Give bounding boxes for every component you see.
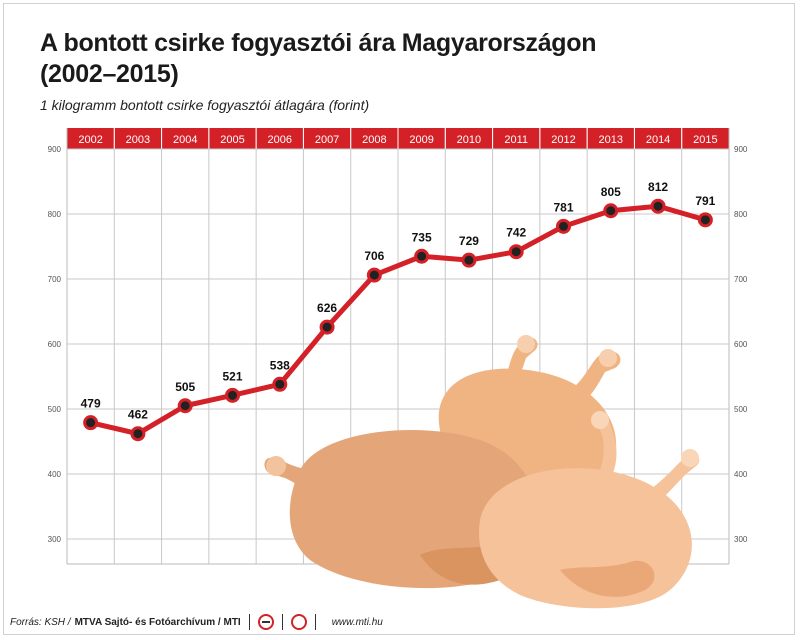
y-tick-label-right: 600 xyxy=(734,340,748,349)
chicken-bone-front xyxy=(591,411,609,429)
year-label: 2003 xyxy=(126,134,150,146)
chart-title: A bontott csirke fogyasztói ára Magyaror… xyxy=(40,29,597,88)
chicken-wing-front xyxy=(560,560,655,597)
data-label: 791 xyxy=(695,194,715,208)
data-point xyxy=(319,319,335,335)
frame-border xyxy=(3,3,795,635)
data-point xyxy=(177,398,193,414)
data-point xyxy=(508,244,524,260)
year-label: 2007 xyxy=(315,134,339,146)
year-label: 2009 xyxy=(409,134,433,146)
year-label: 2012 xyxy=(551,134,575,146)
chicken-bone-back-2 xyxy=(517,335,535,353)
y-tick-label-right: 400 xyxy=(734,470,748,479)
data-label: 805 xyxy=(601,185,621,199)
y-tick-label-left: 500 xyxy=(48,405,62,414)
data-label: 479 xyxy=(81,397,101,411)
year-label: 2015 xyxy=(693,134,717,146)
data-point xyxy=(461,252,477,268)
data-point xyxy=(697,212,713,228)
y-tick-label-left: 900 xyxy=(48,145,62,154)
y-tick-label-left: 800 xyxy=(48,210,62,219)
data-label: 812 xyxy=(648,180,668,194)
data-point xyxy=(556,218,571,234)
series-line xyxy=(90,203,707,437)
y-tick-label-left: 300 xyxy=(48,535,62,544)
year-label: 2010 xyxy=(457,134,481,146)
data-label: 538 xyxy=(270,358,290,372)
y-tick-label-left: 600 xyxy=(48,340,62,349)
year-label: 2008 xyxy=(362,134,386,146)
footer-separator xyxy=(281,614,283,630)
data-point xyxy=(366,267,382,283)
data-label: 706 xyxy=(364,249,384,263)
year-label: 2014 xyxy=(646,134,670,146)
y-tick-label-right: 500 xyxy=(734,405,748,414)
chart-subtitle: 1 kilogramm bontott csirke fogyasztói át… xyxy=(40,97,370,113)
data-label: 742 xyxy=(506,226,526,240)
footer-separator xyxy=(248,614,250,630)
chicken-bone-back xyxy=(599,349,617,367)
footer-url: www.mti.hu xyxy=(331,616,383,628)
data-label: 735 xyxy=(412,230,432,244)
data-label: 505 xyxy=(175,380,195,394)
year-label: 2013 xyxy=(599,134,623,146)
data-label: 521 xyxy=(222,369,242,383)
mti-logo-icon xyxy=(257,614,274,630)
data-point xyxy=(414,248,430,264)
chicken-bone-front-2 xyxy=(681,449,699,467)
data-point xyxy=(83,415,99,431)
footer-source: Forrás: KSH / xyxy=(10,616,71,628)
data-point xyxy=(225,387,240,403)
chicken-illustration xyxy=(264,335,700,609)
footer: Forrás: KSH / MTVA Sajtó- és Fotóarchívu… xyxy=(10,614,383,630)
data-point xyxy=(130,426,146,442)
year-label: 2002 xyxy=(78,134,102,146)
y-tick-label-right: 700 xyxy=(734,275,748,284)
data-point xyxy=(272,376,288,392)
year-label: 2004 xyxy=(173,134,197,146)
y-tick-label-right: 800 xyxy=(734,210,748,219)
chicken-bone-mid xyxy=(266,456,286,476)
data-label: 626 xyxy=(317,301,337,315)
y-tick-label-left: 700 xyxy=(48,275,62,284)
y-tick-label-right: 900 xyxy=(734,145,748,154)
year-label: 2006 xyxy=(268,134,292,146)
footer-org: MTVA Sajtó- és Fotóarchívum / MTI xyxy=(74,616,241,628)
data-point xyxy=(650,198,666,214)
footer-separator xyxy=(314,614,316,630)
data-point xyxy=(603,203,619,219)
y-tick-label-right: 300 xyxy=(734,535,748,544)
archive-logo-icon xyxy=(290,614,307,630)
data-label: 781 xyxy=(553,200,573,214)
y-tick-label-left: 400 xyxy=(48,470,62,479)
data-label: 729 xyxy=(459,234,479,248)
year-label: 2011 xyxy=(504,134,528,146)
data-label: 462 xyxy=(128,408,148,422)
year-label: 2005 xyxy=(220,134,244,146)
